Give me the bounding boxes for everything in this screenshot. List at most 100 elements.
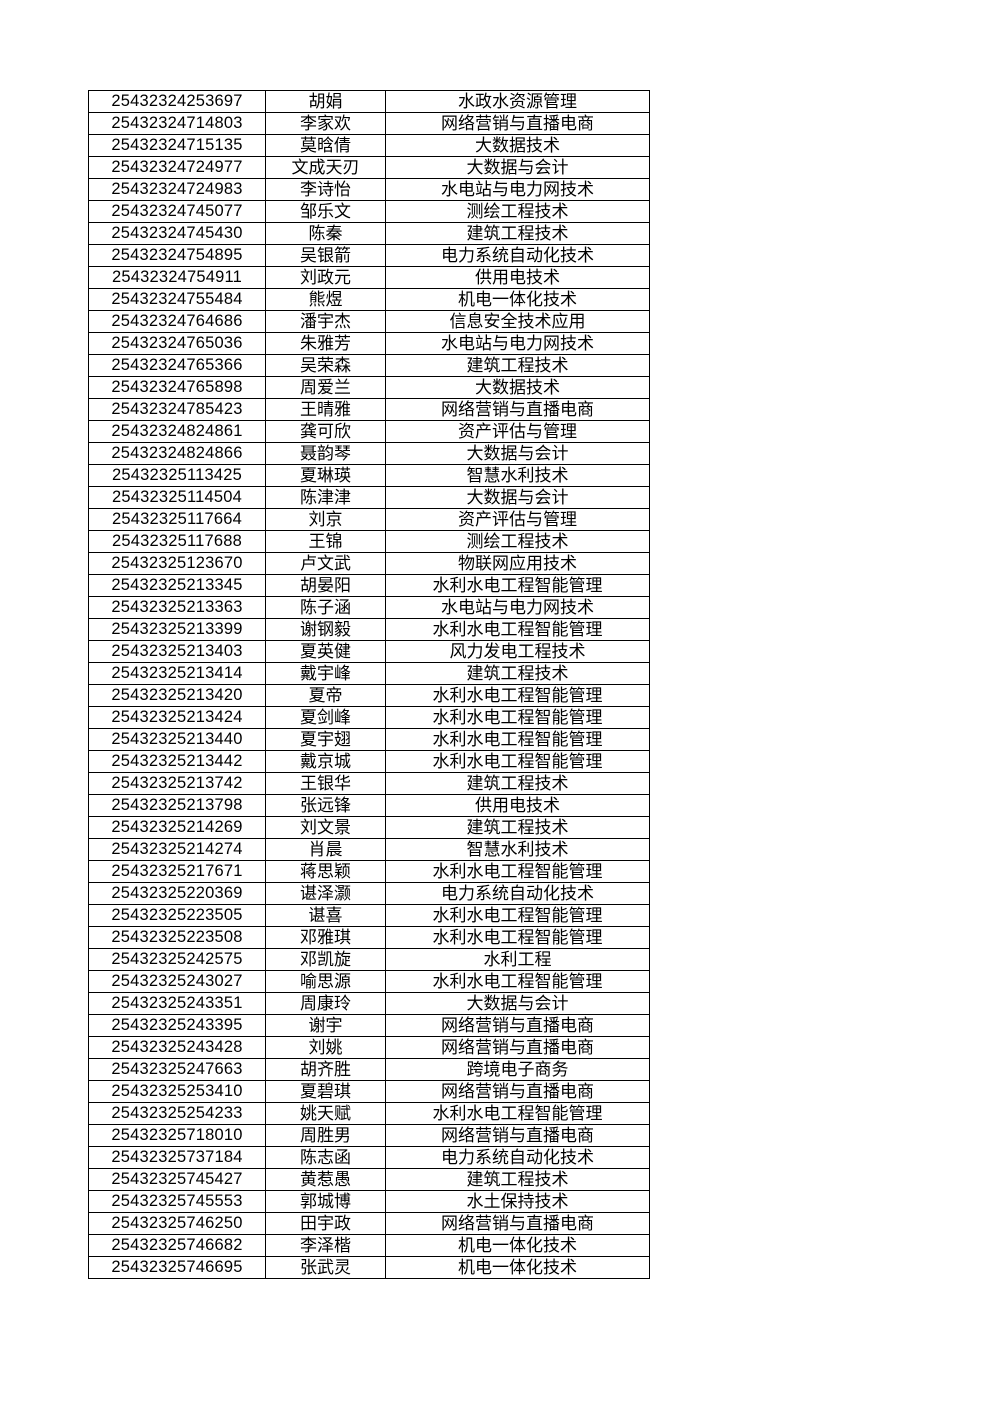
table-row: 25432325718010 周胜男 网络营销与直播电商 — [88, 1124, 650, 1147]
student-name-cell: 郭城博 — [265, 1190, 386, 1213]
student-name-cell: 刘政元 — [265, 266, 386, 289]
student-id-cell: 25432325746250 — [88, 1212, 266, 1235]
student-id-cell: 25432325213363 — [88, 596, 266, 619]
major-cell: 大数据与会计 — [385, 156, 650, 179]
student-name-cell: 谢宇 — [265, 1014, 386, 1037]
major-cell: 建筑工程技术 — [385, 662, 650, 685]
student-roster-table: 25432324253697 胡娟 水政水资源管理 25432324714803 李家欢… — [88, 90, 650, 1279]
major-cell: 水电站与电力网技术 — [385, 332, 650, 355]
table-row: 25432325123670 卢文武 物联网应用技术 — [88, 552, 650, 575]
table-row: 25432325213403 夏英健 风力发电工程技术 — [88, 640, 650, 663]
student-name-cell: 王锦 — [265, 530, 386, 553]
table-row: 25432325214274 肖晨 智慧水利技术 — [88, 838, 650, 861]
major-cell: 大数据技术 — [385, 134, 650, 157]
student-id-cell: 25432324765036 — [88, 332, 266, 355]
student-id-cell: 25432324724983 — [88, 178, 266, 201]
student-id-cell: 25432324765898 — [88, 376, 266, 399]
student-id-cell: 25432325214269 — [88, 816, 266, 839]
major-cell: 供用电技术 — [385, 794, 650, 817]
student-id-cell: 25432325114504 — [88, 486, 266, 509]
table-row: 25432325217671 蒋思颖 水利水电工程智能管理 — [88, 860, 650, 883]
student-name-cell: 胡娟 — [265, 90, 386, 113]
student-name-cell: 夏帝 — [265, 684, 386, 707]
student-name-cell: 文成天刃 — [265, 156, 386, 179]
table-row: 25432325213399 谢钢毅 水利水电工程智能管理 — [88, 618, 650, 641]
major-cell: 建筑工程技术 — [385, 222, 650, 245]
major-cell: 大数据与会计 — [385, 992, 650, 1015]
table-row: 25432325213742 王银华 建筑工程技术 — [88, 772, 650, 795]
student-name-cell: 邓雅琪 — [265, 926, 386, 949]
student-id-cell: 25432324724977 — [88, 156, 266, 179]
major-cell: 网络营销与直播电商 — [385, 1036, 650, 1059]
major-cell: 水利水电工程智能管理 — [385, 728, 650, 751]
student-name-cell: 陈津津 — [265, 486, 386, 509]
major-cell: 跨境电子商务 — [385, 1058, 650, 1081]
table-row: 25432325746695 张武灵 机电一体化技术 — [88, 1256, 650, 1279]
student-id-cell: 25432324714803 — [88, 112, 266, 135]
student-name-cell: 王晴雅 — [265, 398, 386, 421]
student-name-cell: 谢钢毅 — [265, 618, 386, 641]
student-id-cell: 25432325213403 — [88, 640, 266, 663]
student-id-cell: 25432324824866 — [88, 442, 266, 465]
student-id-cell: 25432324253697 — [88, 90, 266, 113]
table-row: 25432325213363 陈子涵 水电站与电力网技术 — [88, 596, 650, 619]
major-cell: 网络营销与直播电商 — [385, 1124, 650, 1147]
table-row: 25432324755484 熊煜 机电一体化技术 — [88, 288, 650, 311]
student-name-cell: 吴银箭 — [265, 244, 386, 267]
student-id-cell: 25432325718010 — [88, 1124, 266, 1147]
student-id-cell: 25432325746682 — [88, 1234, 266, 1257]
student-id-cell: 25432324785423 — [88, 398, 266, 421]
student-name-cell: 张武灵 — [265, 1256, 386, 1279]
major-cell: 大数据与会计 — [385, 486, 650, 509]
major-cell: 机电一体化技术 — [385, 1256, 650, 1279]
table-row: 25432325254233 姚天赋 水利水电工程智能管理 — [88, 1102, 650, 1125]
major-cell: 水利水电工程智能管理 — [385, 618, 650, 641]
major-cell: 水利水电工程智能管理 — [385, 860, 650, 883]
student-name-cell: 陈子涵 — [265, 596, 386, 619]
table-row: 25432325213420 夏帝 水利水电工程智能管理 — [88, 684, 650, 707]
major-cell: 大数据技术 — [385, 376, 650, 399]
student-id-cell: 25432325243395 — [88, 1014, 266, 1037]
student-id-cell: 25432324745430 — [88, 222, 266, 245]
table-row: 25432324764686 潘宇杰 信息安全技术应用 — [88, 310, 650, 333]
major-cell: 机电一体化技术 — [385, 1234, 650, 1257]
student-id-cell: 25432325213798 — [88, 794, 266, 817]
roster-body: 25432324253697 胡娟 水政水资源管理 25432324714803 李家欢… — [88, 90, 650, 1279]
major-cell: 网络营销与直播电商 — [385, 398, 650, 421]
student-name-cell: 李家欢 — [265, 112, 386, 135]
student-id-cell: 25432325247663 — [88, 1058, 266, 1081]
student-id-cell: 25432325213420 — [88, 684, 266, 707]
major-cell: 物联网应用技术 — [385, 552, 650, 575]
major-cell: 水政水资源管理 — [385, 90, 650, 113]
student-name-cell: 卢文武 — [265, 552, 386, 575]
major-cell: 水土保持技术 — [385, 1190, 650, 1213]
student-name-cell: 谌喜 — [265, 904, 386, 927]
major-cell: 建筑工程技术 — [385, 1168, 650, 1191]
major-cell: 智慧水利技术 — [385, 464, 650, 487]
student-name-cell: 喻思源 — [265, 970, 386, 993]
student-name-cell: 李泽楷 — [265, 1234, 386, 1257]
student-name-cell: 王银华 — [265, 772, 386, 795]
table-row: 25432325745427 黄惹愚 建筑工程技术 — [88, 1168, 650, 1191]
table-row: 25432325243395 谢宇 网络营销与直播电商 — [88, 1014, 650, 1037]
major-cell: 水利水电工程智能管理 — [385, 750, 650, 773]
table-row: 25432324754911 刘政元 供用电技术 — [88, 266, 650, 289]
table-row: 25432324715135 莫晗倩 大数据技术 — [88, 134, 650, 157]
student-name-cell: 姚天赋 — [265, 1102, 386, 1125]
student-id-cell: 25432324715135 — [88, 134, 266, 157]
major-cell: 信息安全技术应用 — [385, 310, 650, 333]
student-name-cell: 吴荣森 — [265, 354, 386, 377]
student-name-cell: 李诗怡 — [265, 178, 386, 201]
student-name-cell: 戴京城 — [265, 750, 386, 773]
student-name-cell: 聂韵琴 — [265, 442, 386, 465]
major-cell: 建筑工程技术 — [385, 816, 650, 839]
student-id-cell: 25432325746695 — [88, 1256, 266, 1279]
table-row: 25432324253697 胡娟 水政水资源管理 — [88, 90, 650, 113]
table-row: 25432324745077 邹乐文 测绘工程技术 — [88, 200, 650, 223]
table-row: 25432325113425 夏琳瑛 智慧水利技术 — [88, 464, 650, 487]
table-row: 25432325220369 谌泽灏 电力系统自动化技术 — [88, 882, 650, 905]
student-id-cell: 25432325243027 — [88, 970, 266, 993]
major-cell: 水利水电工程智能管理 — [385, 904, 650, 927]
major-cell: 资产评估与管理 — [385, 420, 650, 443]
table-row: 25432324824866 聂韵琴 大数据与会计 — [88, 442, 650, 465]
